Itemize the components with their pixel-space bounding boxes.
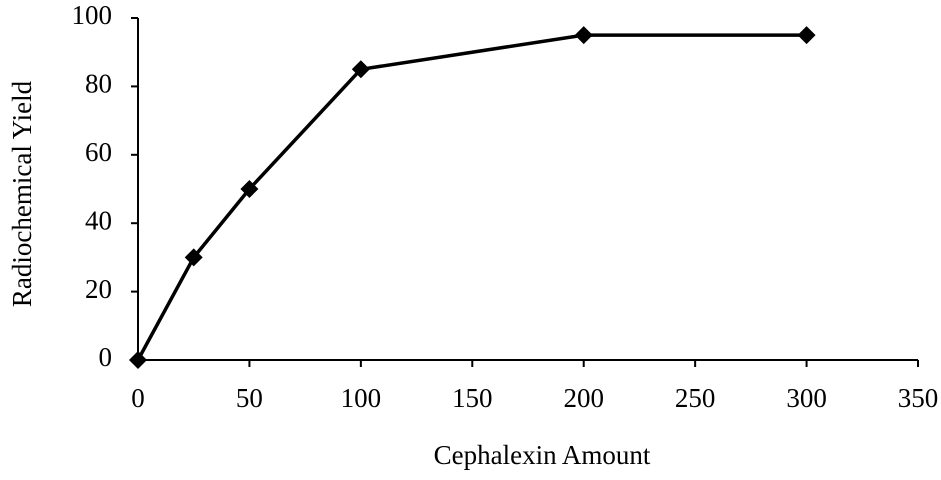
marker xyxy=(797,26,816,45)
marker xyxy=(351,60,370,79)
x-tick-label: 150 xyxy=(452,383,493,413)
x-tick-label: 0 xyxy=(131,383,145,413)
data-line xyxy=(136,33,807,361)
x-tick-label: 250 xyxy=(675,383,716,413)
marker xyxy=(240,180,259,198)
x-tick-label: 350 xyxy=(898,383,939,413)
y-tick-label: 100 xyxy=(72,0,113,30)
y-tick-label: 80 xyxy=(85,69,112,99)
x-tick-label: 100 xyxy=(341,383,382,413)
y-tick-label: 0 xyxy=(99,342,113,372)
y-tick-label: 20 xyxy=(85,274,112,304)
y-axis-title: Radiochemical Yield xyxy=(7,80,37,307)
x-axis-title: Cephalexin Amount xyxy=(434,440,651,470)
y-tick-label: 40 xyxy=(85,205,112,235)
x-tick-label: 50 xyxy=(236,383,263,413)
x-tick-label: 200 xyxy=(563,383,604,413)
y-tick-label: 60 xyxy=(85,137,112,167)
marker xyxy=(574,26,593,45)
marker xyxy=(184,248,203,267)
marker xyxy=(129,351,147,369)
x-tick-label: 300 xyxy=(786,383,827,413)
